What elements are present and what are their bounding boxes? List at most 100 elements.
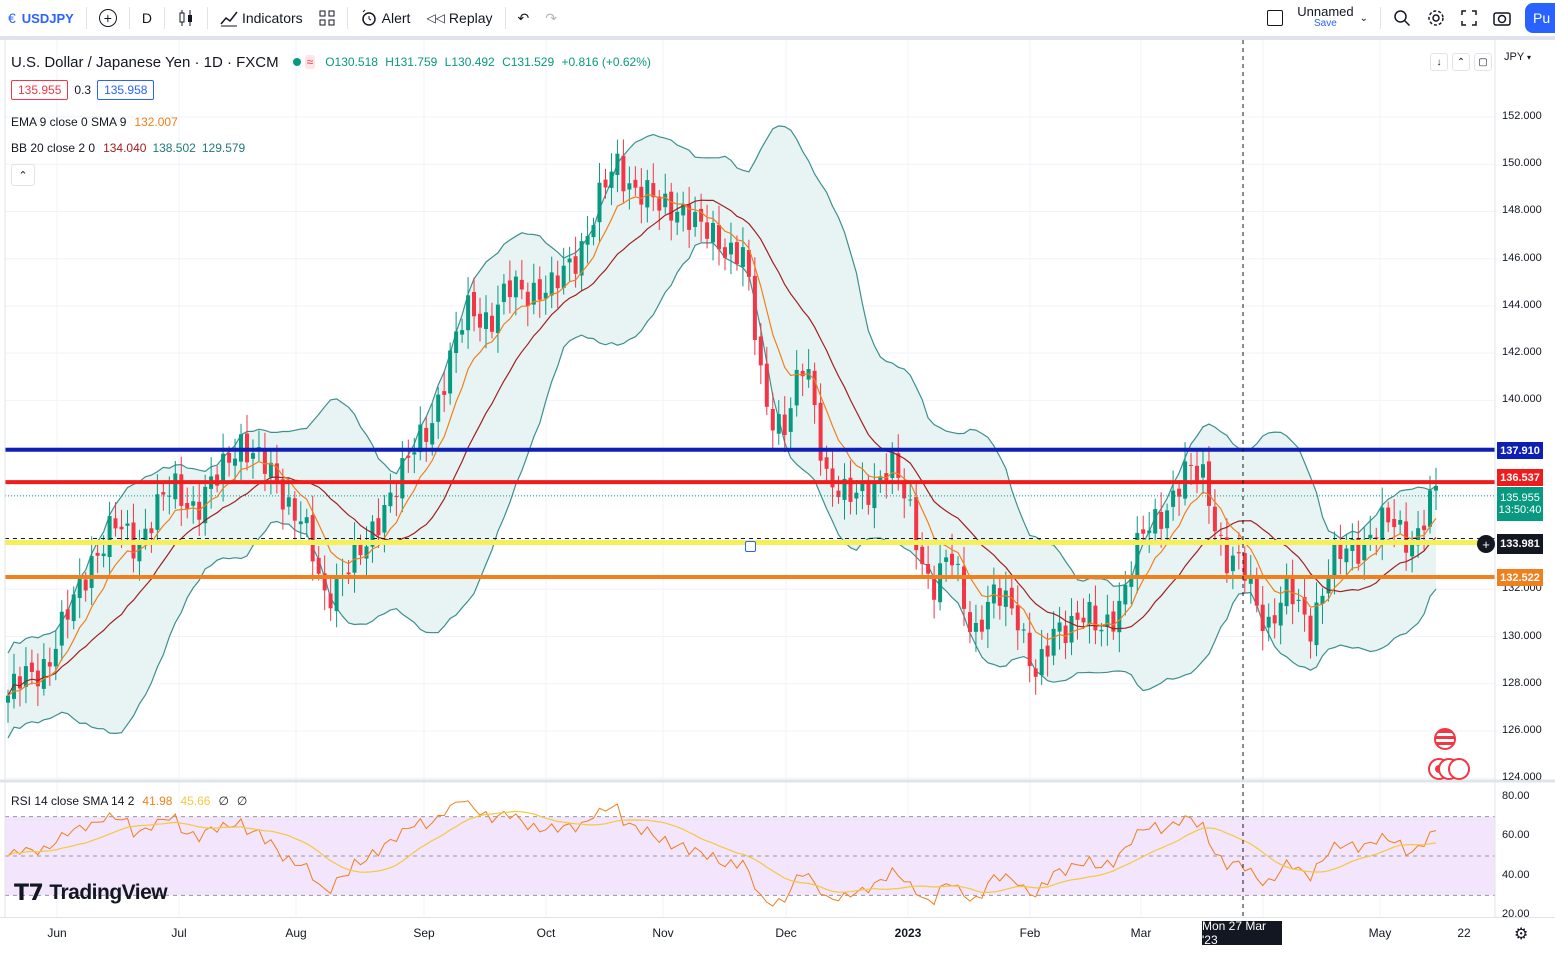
candle-body xyxy=(1087,602,1092,625)
chart-canvas[interactable] xyxy=(0,40,1555,917)
divider xyxy=(1380,7,1381,29)
candle-body xyxy=(215,474,220,486)
candle-body xyxy=(675,211,680,223)
candle-body xyxy=(645,180,650,208)
candle-body xyxy=(1434,485,1438,491)
candle-body xyxy=(908,499,913,501)
candle-body xyxy=(1093,605,1098,631)
top-toolbar: € USDJPY + D Indicators Alert ◁◁ Replay … xyxy=(0,0,1555,40)
rsi-legend[interactable]: RSI 14 close SMA 14 2 41.98 45.66 ∅ ∅ xyxy=(11,794,255,808)
candle-body xyxy=(400,458,405,499)
jp-flags-icon[interactable] xyxy=(1428,758,1470,780)
orange-line-price-tag: 132.522 xyxy=(1497,569,1543,586)
candle-body xyxy=(221,453,226,483)
maximize-pane-icon[interactable]: ▢ xyxy=(1474,53,1492,71)
interval-label: D xyxy=(141,10,152,26)
fullscreen-button[interactable] xyxy=(1453,0,1485,36)
candle-body xyxy=(1153,509,1158,534)
line-drag-handle[interactable] xyxy=(745,541,756,552)
replay-button[interactable]: ◁◁ Replay xyxy=(418,0,500,36)
symbol-search[interactable]: € USDJPY xyxy=(0,0,82,36)
candle-body xyxy=(902,481,907,499)
candle-body xyxy=(669,191,674,221)
ema-legend-row[interactable]: EMA 9 close 0 SMA 9 132.007 xyxy=(11,112,655,132)
candle-body xyxy=(1230,555,1235,572)
candle-body xyxy=(1272,615,1277,624)
candle-body xyxy=(872,483,877,509)
candle-body xyxy=(191,501,196,506)
candle-body xyxy=(65,609,70,620)
currency-selector[interactable]: JPY ▾ xyxy=(1504,51,1531,63)
rsi-name: RSI 14 close SMA 14 2 xyxy=(11,794,135,808)
bb-legend-row[interactable]: BB 20 close 2 0 134.040 138.502 129.579 xyxy=(11,138,655,158)
chart-title[interactable]: U.S. Dollar / Japanese Yen · 1D · FXCM xyxy=(11,53,279,71)
candle-body xyxy=(179,474,184,506)
candle-body xyxy=(525,291,530,307)
candle-body xyxy=(1015,605,1020,631)
candle-body xyxy=(950,553,954,566)
candle-body xyxy=(615,153,620,175)
candle-body xyxy=(1171,490,1176,507)
candle-body xyxy=(1254,577,1259,606)
alert-button[interactable]: Alert xyxy=(352,0,419,36)
candle-body xyxy=(442,391,447,395)
candle-body xyxy=(382,505,387,533)
buy-button[interactable]: 135.958 xyxy=(97,80,155,100)
chart-type-button[interactable] xyxy=(169,0,203,36)
event-markers xyxy=(1428,728,1470,780)
add-plus-button[interactable]: + xyxy=(1477,535,1495,553)
spread-value: 0.3 xyxy=(74,83,92,97)
candle-body xyxy=(460,330,465,335)
collapse-pane-icon[interactable]: ⌃ xyxy=(1452,53,1470,71)
candle-body xyxy=(101,553,106,557)
bollinger-bands xyxy=(7,125,1437,739)
candle-body xyxy=(388,492,393,507)
sell-button[interactable]: 135.955 xyxy=(11,80,69,100)
plus-icon: + xyxy=(1482,536,1490,552)
candle-body xyxy=(472,292,476,317)
candle-body xyxy=(17,676,22,689)
low-value: L130.492 xyxy=(444,55,495,69)
snapshot-button[interactable] xyxy=(1485,0,1519,36)
candle-body xyxy=(770,409,775,431)
collapse-legend-button[interactable]: ⌃ xyxy=(11,164,35,186)
bb-lower-line xyxy=(7,242,1437,739)
arrow-down-icon[interactable]: ↓ xyxy=(1430,53,1448,71)
publish-button[interactable]: Pu xyxy=(1525,3,1555,33)
candle-body xyxy=(59,611,64,646)
candle-body xyxy=(1003,590,1008,607)
templates-button[interactable] xyxy=(311,0,343,36)
alarm-clock-icon xyxy=(361,9,376,26)
rsi-sma-line xyxy=(7,810,1437,894)
ema-line xyxy=(7,194,1437,697)
crosshair-price-tag: 133.981 xyxy=(1497,534,1543,554)
candle-body xyxy=(860,481,865,492)
settings-button[interactable] xyxy=(1419,0,1453,36)
indicators-label: Indicators xyxy=(241,10,303,26)
last-price-value: 135.955 xyxy=(1500,492,1540,504)
layout-menu-button[interactable]: Unnamed Save ⌄ xyxy=(1259,0,1376,36)
candle-body xyxy=(627,183,632,190)
gear-icon[interactable]: ⚙ xyxy=(1514,926,1529,943)
candle-body xyxy=(663,193,668,208)
quick-search-button[interactable] xyxy=(1385,0,1419,36)
indicators-icon xyxy=(220,11,238,27)
time-axis[interactable]: Jun Jul Aug Sep Oct Nov Dec 2023 Feb Mar… xyxy=(0,917,1555,955)
us-flag-icon[interactable] xyxy=(1434,728,1456,750)
candle-body xyxy=(812,370,817,405)
compare-symbol-button[interactable]: + xyxy=(91,0,125,36)
redo-button[interactable]: ↷ xyxy=(537,0,565,36)
tradingview-logo[interactable]: 𝗧𝟳 TradingView xyxy=(14,880,168,906)
rsi-extra-1: ∅ xyxy=(218,794,229,808)
candle-body xyxy=(1021,629,1026,631)
indicators-button[interactable]: Indicators xyxy=(212,0,311,36)
candle-body xyxy=(1368,534,1373,539)
candle-body xyxy=(316,557,321,574)
undo-button[interactable]: ↶ xyxy=(510,0,538,36)
candle-body xyxy=(35,670,40,687)
interval-button[interactable]: D xyxy=(134,0,160,36)
candle-body xyxy=(1320,595,1325,604)
candle-body xyxy=(352,541,357,573)
candle-body xyxy=(1248,574,1253,584)
candle-body xyxy=(723,247,727,258)
